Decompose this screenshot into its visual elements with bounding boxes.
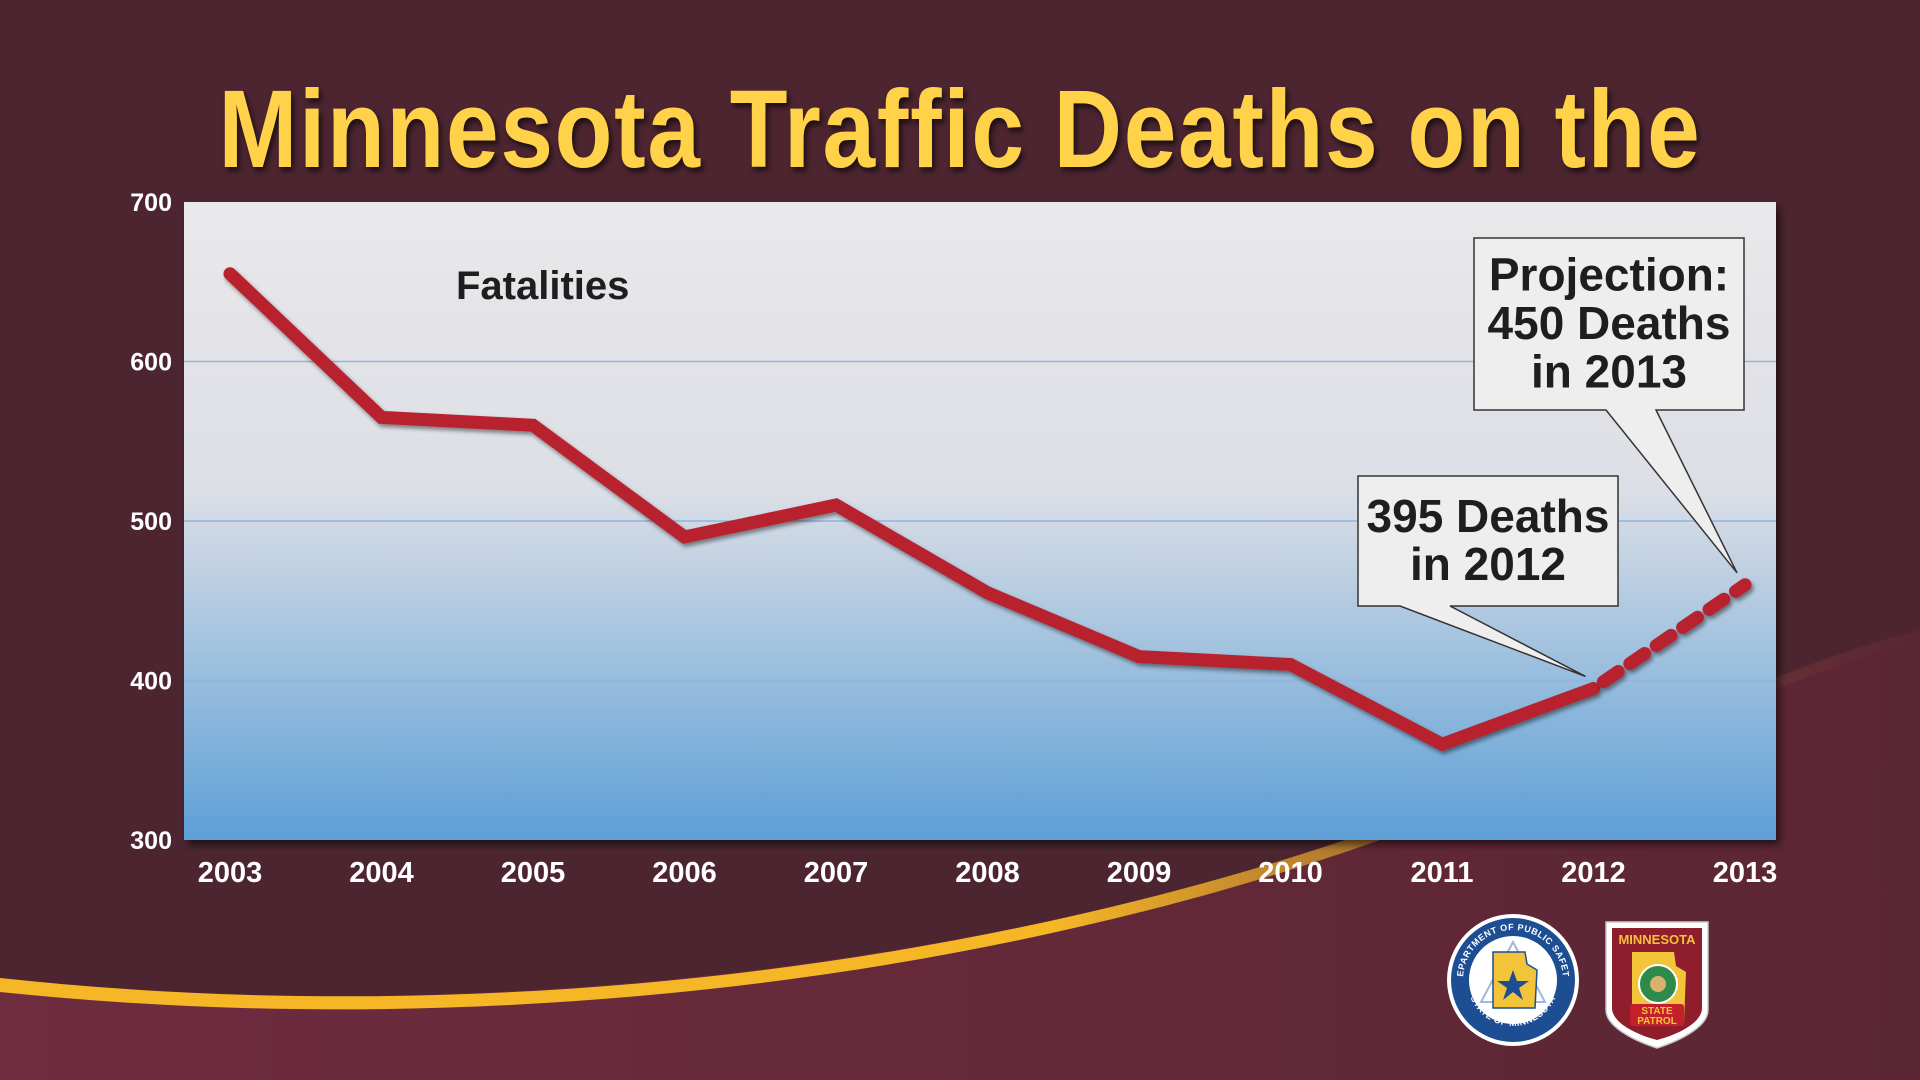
dps-logo: DEPARTMENT OF PUBLIC SAFETY STATE OF MIN…	[1445, 912, 1579, 1046]
minnesota-star-icon	[1479, 939, 1547, 1009]
callout-line: in 2012	[1410, 538, 1566, 590]
x-tick-label: 2010	[1258, 857, 1323, 889]
patrol-top-text: MINNESOTA	[1618, 932, 1696, 947]
callout-line: 395 Deaths	[1367, 490, 1610, 542]
callout-line: in 2013	[1531, 345, 1687, 397]
y-axis: 300 400 500 600 700	[130, 189, 172, 855]
x-tick-label: 2008	[955, 857, 1020, 889]
x-tick-label: 2012	[1561, 857, 1626, 889]
x-tick-label: 2007	[804, 857, 869, 889]
callout-line: 450 Deaths	[1488, 297, 1731, 349]
data-point	[833, 502, 839, 509]
y-tick-label: 700	[130, 189, 172, 217]
legend-label: Fatalities	[456, 264, 629, 308]
patrol-banner-text-1: STATE	[1641, 1006, 1673, 1017]
x-axis: 2003 2004 2005 2006 2007 2008 2009 2010 2011 2012…	[198, 857, 1778, 889]
x-tick-label: 2009	[1107, 857, 1172, 889]
data-point	[227, 270, 233, 277]
x-tick-label: 2013	[1713, 857, 1778, 889]
y-tick-label: 500	[130, 508, 172, 536]
data-point	[681, 533, 688, 540]
data-point	[378, 414, 385, 421]
fatalities-series	[223, 267, 1752, 752]
x-tick-label: 2005	[501, 857, 566, 889]
data-point	[1590, 685, 1597, 692]
series-line	[223, 267, 1600, 752]
callout-box	[1357, 475, 1619, 678]
patrol-banner-text-2: PATROL	[1637, 1016, 1677, 1027]
x-tick-label: 2011	[1411, 857, 1474, 889]
page-title: Minnesota Traffic Deaths on the Rise	[218, 68, 1702, 331]
data-point	[984, 589, 991, 596]
data-point	[1136, 653, 1142, 660]
y-tick-label: 300	[130, 827, 172, 855]
y-tick-label: 600	[130, 349, 172, 377]
data-point	[1439, 741, 1445, 748]
x-tick-label: 2006	[652, 857, 717, 889]
legend: Fatalities	[378, 264, 629, 308]
callout-box	[1473, 237, 1745, 574]
x-tick-label: 2004	[349, 857, 414, 889]
data-point	[530, 422, 536, 429]
data-point	[1287, 661, 1294, 668]
projection-line	[1587, 578, 1752, 695]
state-patrol-logo: MINNESOTA STATE PATROL	[1605, 921, 1709, 1049]
callout-line: Projection:	[1489, 249, 1729, 301]
x-tick-label: 2003	[198, 857, 263, 889]
data-point	[1742, 581, 1748, 588]
y-tick-label: 400	[130, 668, 172, 696]
